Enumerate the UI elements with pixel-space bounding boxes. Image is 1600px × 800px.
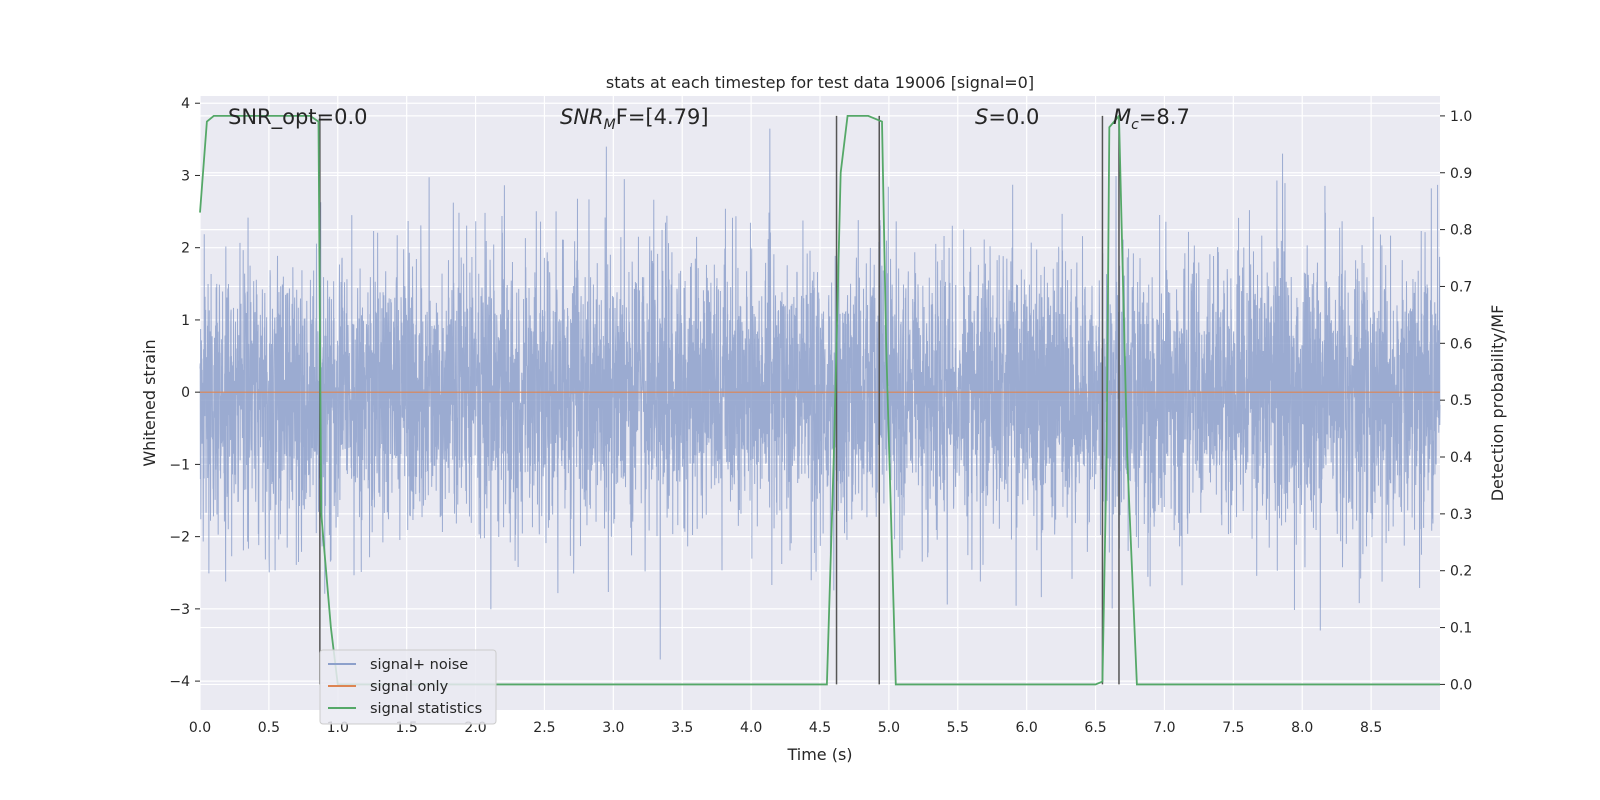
signal-statistics-series xyxy=(199,113,1440,686)
vertical-markers xyxy=(319,115,1120,685)
y-tick-label: 3 xyxy=(181,168,190,184)
y2-tick-label: 0.5 xyxy=(1450,393,1472,409)
x-tick-label: 6.0 xyxy=(1016,720,1038,736)
y2-axis-ticks: 1.0 0.9 0.8 0.7 0.6 0.5 0.4 0.3 0.2 0.1 0.0 xyxy=(1440,109,1472,693)
y2-tick-label: 0.1 xyxy=(1450,621,1472,637)
y-tick-label: 1 xyxy=(181,313,190,329)
chart-title: stats at each timestep for test data 190… xyxy=(606,73,1034,92)
y2-tick-label: 0.6 xyxy=(1450,336,1472,352)
statistics-line xyxy=(199,113,1440,686)
y2-tick-label: 0.4 xyxy=(1450,450,1472,466)
y-tick-label: 4 xyxy=(181,96,190,112)
x-tick-label: 8.0 xyxy=(1291,720,1313,736)
x-tick-label: 3.0 xyxy=(602,720,624,736)
x-tick-label: 6.5 xyxy=(1084,720,1106,736)
x-tick-label: 5.5 xyxy=(947,720,969,736)
x-tick-label: 4.0 xyxy=(740,720,762,736)
x-tick-label: 7.5 xyxy=(1222,720,1244,736)
x-tick-label: 2.5 xyxy=(533,720,555,736)
x-tick-label: 3.5 xyxy=(671,720,693,736)
y-tick-label: −1 xyxy=(169,457,190,473)
y-tick-label: −4 xyxy=(169,674,190,690)
y2-tick-label: 0.2 xyxy=(1450,564,1472,580)
y2-tick-label: 0.0 xyxy=(1450,677,1472,693)
x-axis-label: Time (s) xyxy=(786,745,852,764)
y2-tick-label: 0.8 xyxy=(1450,223,1472,239)
legend-label-noise: signal+ noise xyxy=(370,657,468,673)
noise-series xyxy=(199,128,1441,660)
y2-tick-label: 0.7 xyxy=(1450,279,1472,295)
x-tick-label: 7.0 xyxy=(1153,720,1175,736)
y-axis-ticks: 4 3 2 1 0 −1 −2 −3 −4 xyxy=(169,96,200,690)
y2-tick-label: 1.0 xyxy=(1450,109,1472,125)
y-tick-label: 0 xyxy=(181,385,190,401)
legend-label-stats: signal statistics xyxy=(370,701,482,717)
y2-tick-label: 0.3 xyxy=(1450,507,1472,523)
y-tick-label: −3 xyxy=(169,602,190,618)
annotation-mc: Mc=8.7 xyxy=(1113,105,1190,133)
x-tick-label: 0.0 xyxy=(189,720,211,736)
x-tick-label: 5.0 xyxy=(878,720,900,736)
noise-line xyxy=(199,128,1441,660)
x-tick-label: 8.5 xyxy=(1360,720,1382,736)
legend: signal+ noise signal only signal statist… xyxy=(319,649,497,725)
annotation-snr-opt: SNR_opt=0.0 xyxy=(228,105,368,130)
y-tick-label: −2 xyxy=(169,530,190,546)
y-axis-label: Whitened strain xyxy=(140,339,159,466)
y-tick-label: 2 xyxy=(181,241,190,257)
annotation-s: S=0.0 xyxy=(975,105,1039,129)
y2-tick-label: 0.9 xyxy=(1450,166,1472,182)
annotation-snr-mf: SNRMF=[4.79] xyxy=(560,105,709,133)
x-tick-label: 0.5 xyxy=(258,720,280,736)
legend-box xyxy=(319,649,497,725)
legend-label-signal: signal only xyxy=(370,679,449,695)
y2-axis-label: Detection probability/MF xyxy=(1488,305,1507,502)
x-tick-label: 4.5 xyxy=(809,720,831,736)
